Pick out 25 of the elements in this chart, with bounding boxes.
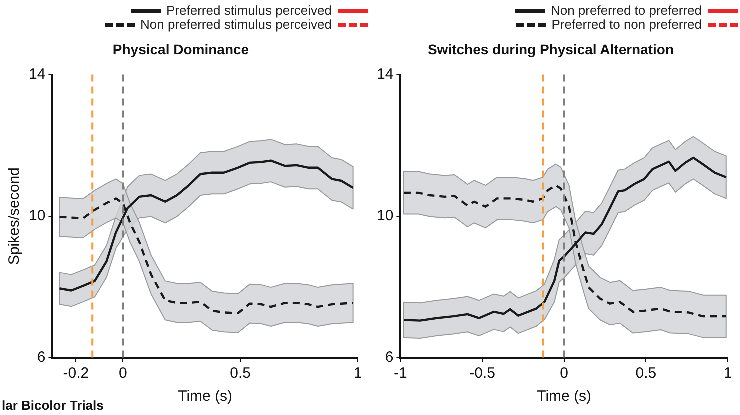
x-tick-label: -0.2 xyxy=(63,365,90,382)
chart-title: Physical Dominance xyxy=(112,41,250,58)
y-axis-title: Spikes/second xyxy=(6,168,24,266)
x-axis-title: Time (s) xyxy=(178,388,233,406)
x-tick-label: 1 xyxy=(724,365,732,382)
x-axis-title: Time (s) xyxy=(537,388,592,406)
x-tick-label: -0.5 xyxy=(470,365,496,382)
y-tick-label: 6 xyxy=(37,349,46,366)
x-tick-label: 0 xyxy=(560,365,569,382)
legend-label: Non preferred stimulus perceived xyxy=(140,17,332,32)
y-tick-label: 14 xyxy=(28,66,46,83)
chart-title: Switches during Physical Alternation xyxy=(428,41,674,58)
y-tick-label: 6 xyxy=(385,349,394,366)
y-tick-label: 14 xyxy=(376,66,394,83)
y-tick-label: 10 xyxy=(28,208,46,225)
legend-label: Preferred to non preferred xyxy=(552,17,702,32)
x-tick-label: -1 xyxy=(394,365,408,382)
y-tick-label: 10 xyxy=(376,208,394,225)
legend-label: Non preferred to preferred xyxy=(550,3,702,18)
x-tick-label: 1 xyxy=(354,365,362,382)
x-tick-label: 0.5 xyxy=(636,365,657,382)
x-tick-label: 0.5 xyxy=(230,365,251,382)
text: lar Bicolor Trials xyxy=(2,398,104,413)
legend-label: Preferred stimulus perceived xyxy=(166,3,332,18)
x-tick-label: 0 xyxy=(118,365,128,382)
